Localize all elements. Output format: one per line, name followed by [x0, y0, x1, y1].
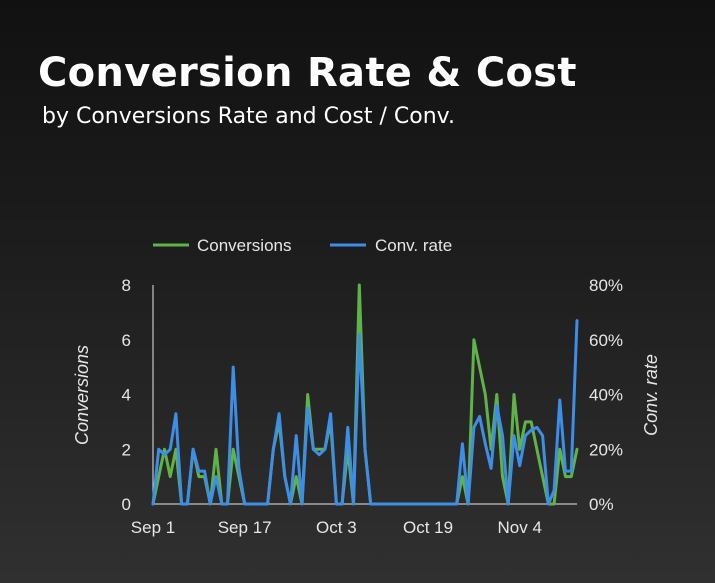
- legend-label-conv-rate[interactable]: Conv. rate: [375, 236, 452, 255]
- legend-label-conversions[interactable]: Conversions: [197, 236, 292, 255]
- series-line-conv-rate: [151, 319, 579, 506]
- series-group: [151, 283, 579, 506]
- y2-tick-label: 20%: [589, 440, 623, 459]
- y-axis-right-ticks: 0% 20% 40% 60% 80%: [589, 276, 623, 514]
- series-line-conversions: [151, 283, 579, 506]
- chart-legend: Conversions Conv. rate: [153, 236, 452, 255]
- y-axis-label-right: Conv. rate: [641, 354, 661, 436]
- y2-tick-label: 60%: [589, 331, 623, 350]
- x-tick-label: Oct 3: [316, 518, 357, 537]
- x-tick-label: Nov 4: [497, 518, 541, 537]
- y-tick-label: 0: [122, 495, 131, 514]
- x-tick-label: Sep 17: [218, 518, 272, 537]
- y-axis-left-ticks: 0 2 4 6 8: [122, 276, 131, 514]
- x-tick-label: Sep 1: [131, 518, 175, 537]
- chart-title: Conversion Rate & Cost: [38, 50, 577, 96]
- y2-tick-label: 40%: [589, 386, 623, 405]
- x-tick-label: Oct 19: [403, 518, 453, 537]
- y2-tick-label: 80%: [589, 276, 623, 295]
- chart-subtitle: by Conversions Rate and Cost / Conv.: [42, 104, 455, 129]
- y-axis-label-left: Conversions: [72, 345, 92, 445]
- y-tick-label: 4: [122, 386, 131, 405]
- y2-tick-label: 0%: [589, 495, 614, 514]
- y-tick-label: 8: [122, 276, 131, 295]
- x-axis-ticks: Sep 1 Sep 17 Oct 3 Oct 19 Nov 4: [131, 518, 542, 537]
- y-tick-label: 6: [122, 331, 131, 350]
- y-tick-label: 2: [122, 440, 131, 459]
